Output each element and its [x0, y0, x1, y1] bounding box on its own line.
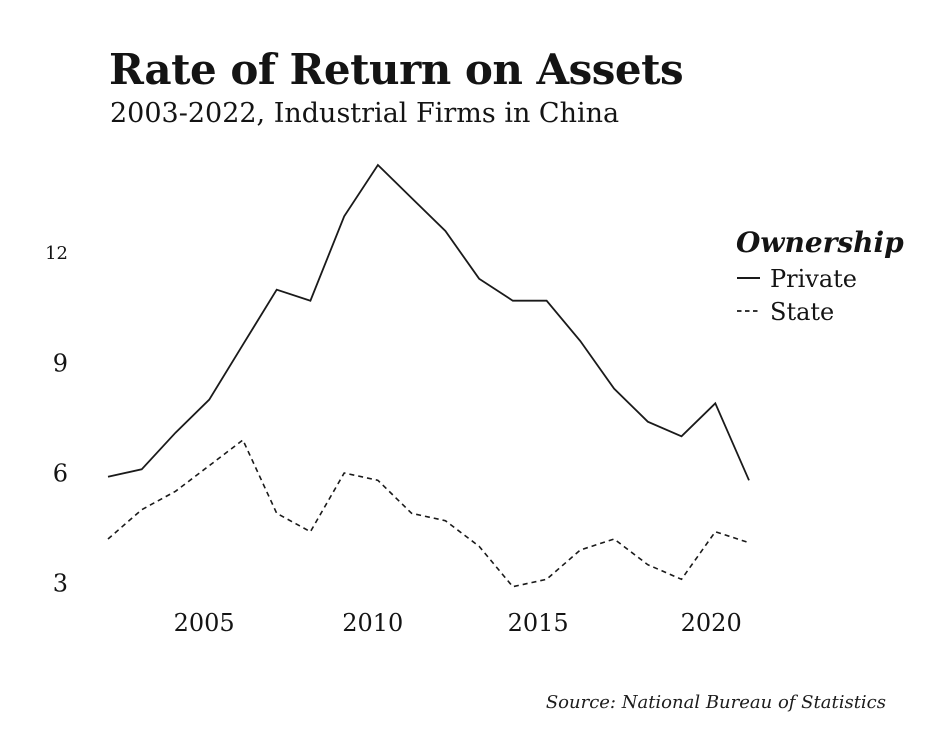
y-axis: 3 6 9 12	[45, 243, 68, 598]
x-tick-label: 2010	[342, 609, 403, 637]
x-axis: 2005 2010 2015 2020	[174, 609, 742, 637]
plot-area	[107, 163, 750, 588]
y-tick-label: 3	[53, 570, 68, 598]
x-tick-label: 2005	[174, 609, 235, 637]
private-series-line	[107, 163, 750, 481]
legend-label-private: Private	[770, 265, 857, 293]
legend: Ownership Private State	[736, 226, 904, 326]
y-tick-label: 9	[53, 349, 68, 377]
chart-subtitle: 2003-2022, Industrial Firms in China	[110, 98, 619, 129]
x-tick-label: 2020	[681, 609, 742, 637]
x-tick-label: 2015	[508, 609, 569, 637]
legend-title: Ownership	[736, 226, 904, 259]
y-tick-label: 6	[53, 459, 68, 487]
chart-title: Rate of Return on Assets	[109, 45, 683, 94]
state-series-line	[107, 438, 750, 588]
legend-label-state: State	[770, 298, 834, 326]
source-note: Source: National Bureau of Statistics	[546, 692, 886, 713]
y-tick-label: 12	[45, 243, 68, 264]
